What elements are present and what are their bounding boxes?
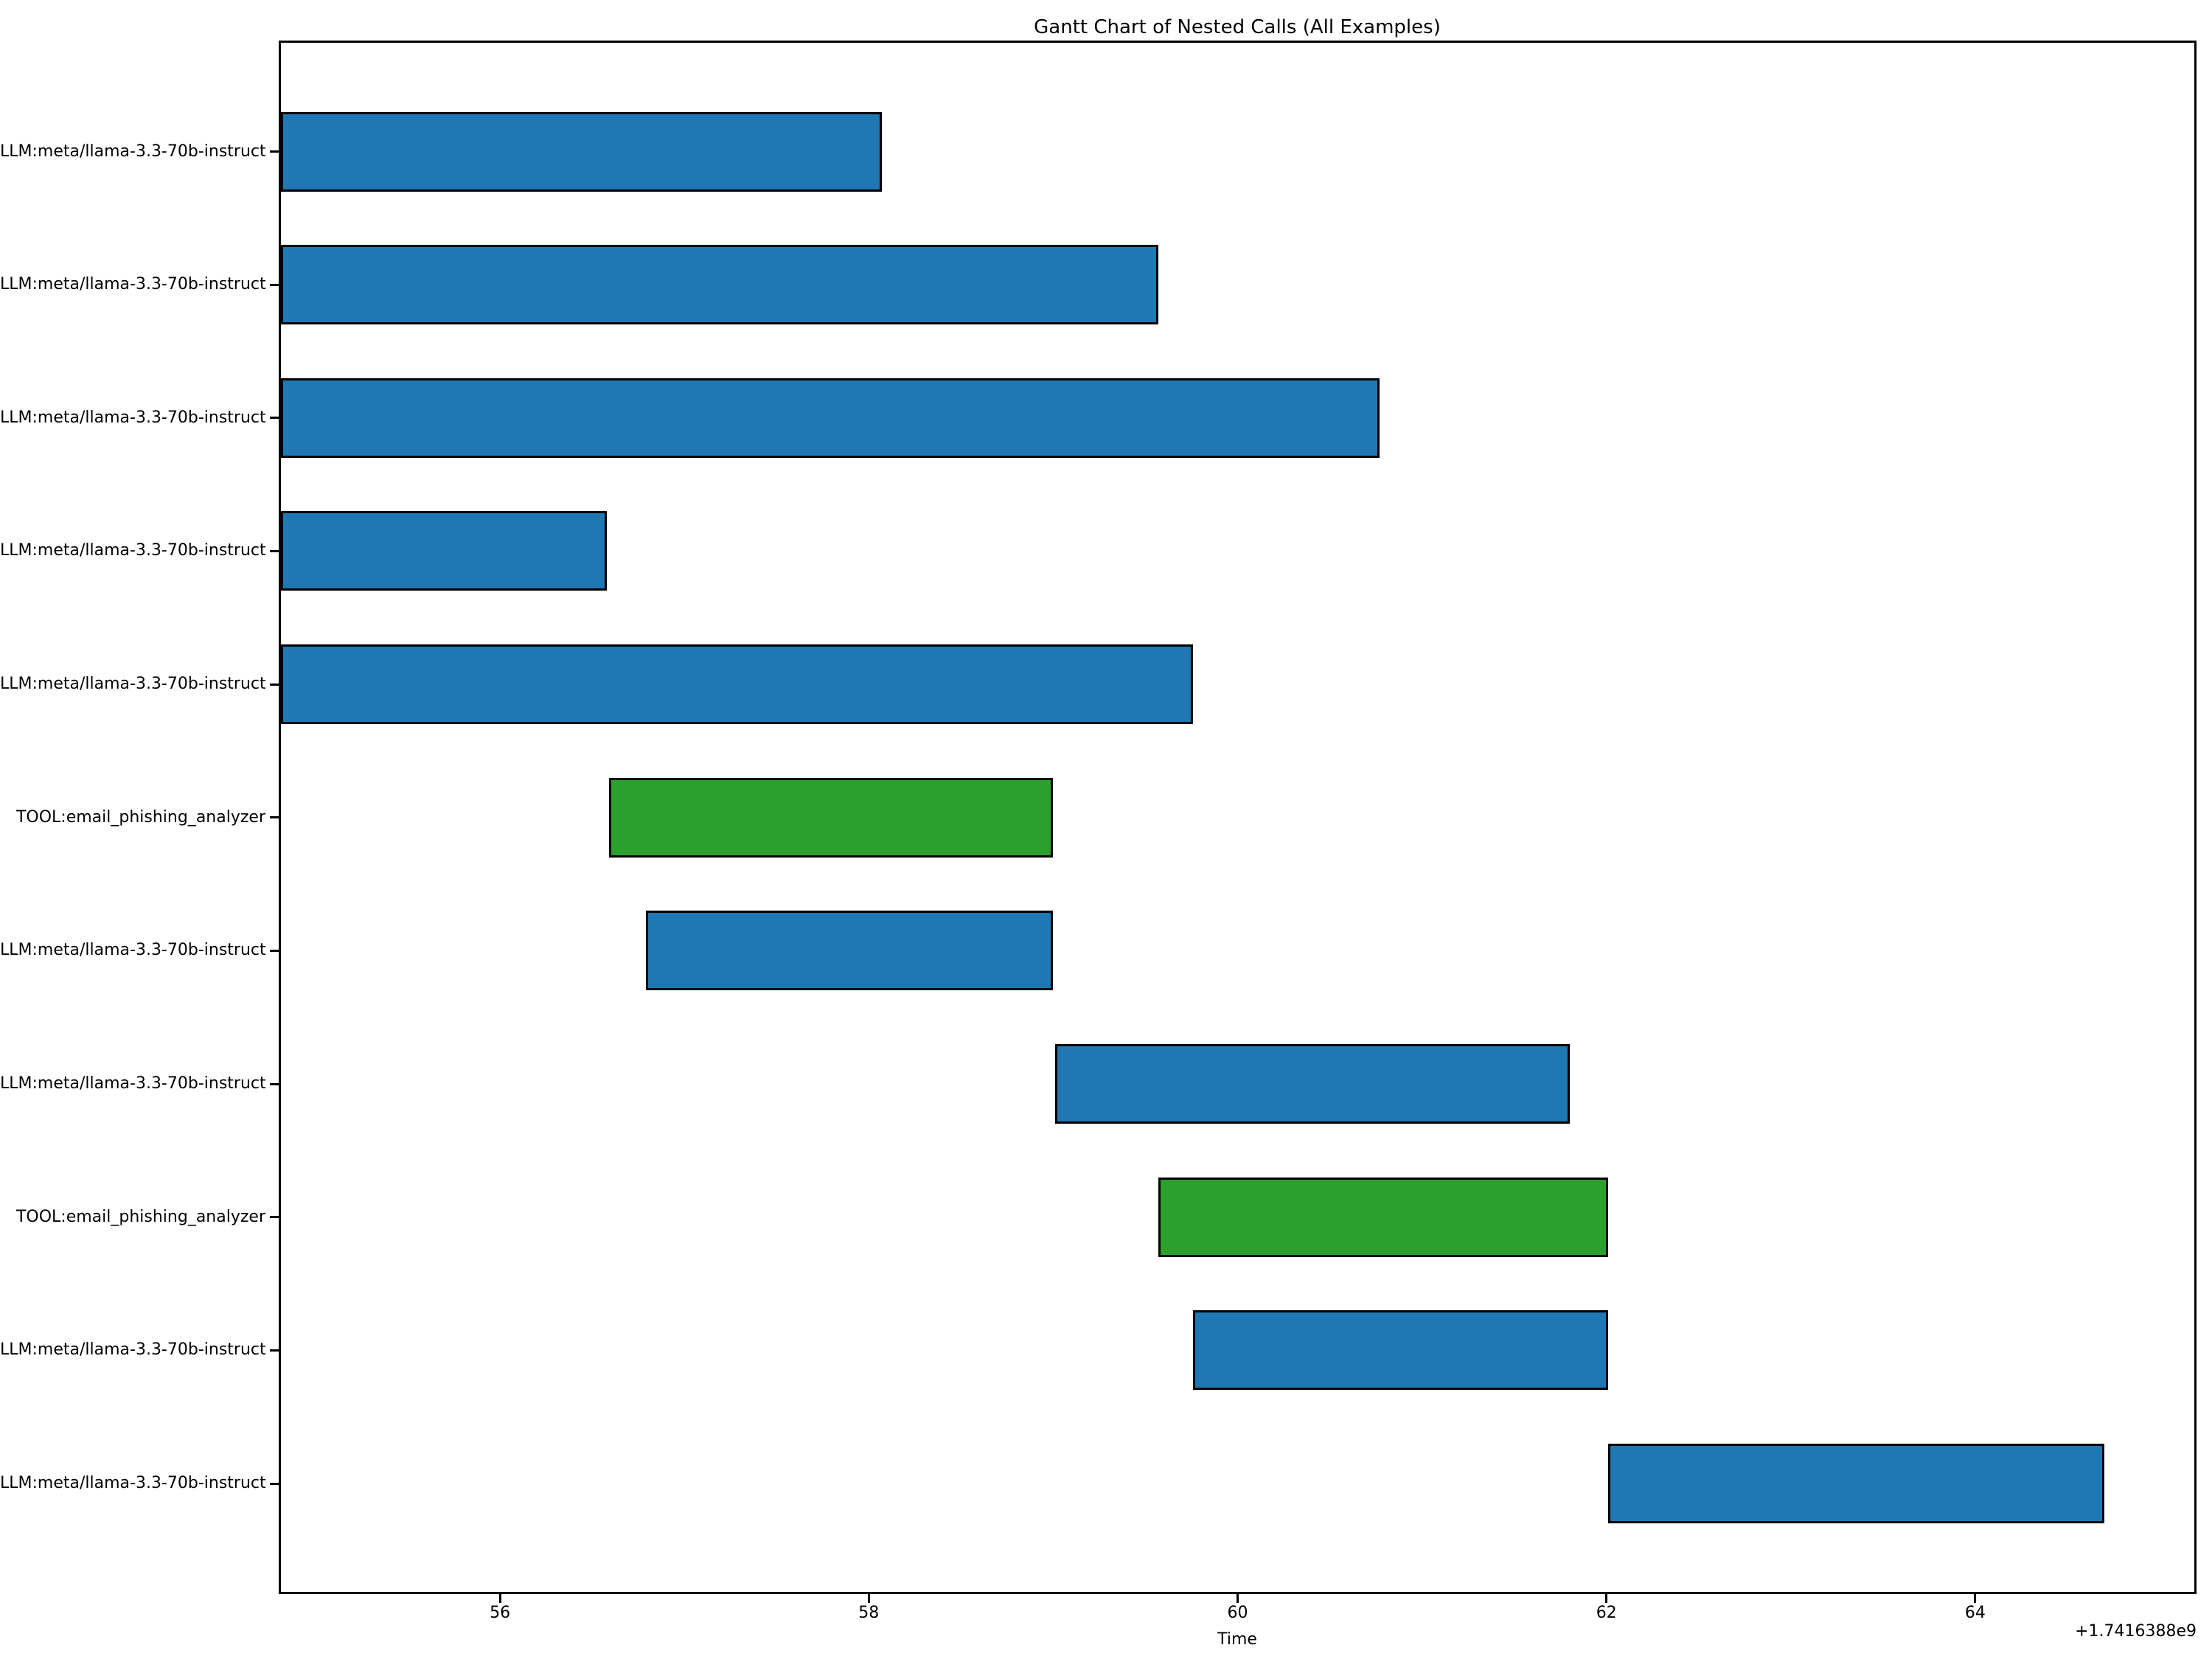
y-axis-label: LLM:meta/llama-3.3-70b-instruct	[0, 408, 266, 427]
y-tick-mark	[270, 150, 279, 153]
y-tick-mark	[270, 417, 279, 420]
y-axis-label: LLM:meta/llama-3.3-70b-instruct	[0, 941, 266, 960]
chart-title: Gantt Chart of Nested Calls (All Example…	[1034, 16, 1441, 38]
x-tick-label: 60	[1227, 1604, 1248, 1622]
x-tick-label: 64	[1964, 1604, 1986, 1622]
x-tick-mark	[1237, 1594, 1239, 1603]
y-axis-label: LLM:meta/llama-3.3-70b-instruct	[0, 1474, 266, 1492]
y-tick-mark	[270, 1082, 279, 1085]
plot-area	[279, 41, 2197, 1594]
x-axis-offset-label: +1.7416388e9	[2075, 1622, 2197, 1641]
y-tick-mark	[270, 816, 279, 819]
x-tick-mark	[498, 1594, 501, 1603]
y-axis-label: LLM:meta/llama-3.3-70b-instruct	[0, 1074, 266, 1093]
y-tick-mark	[270, 283, 279, 286]
y-axis-label: LLM:meta/llama-3.3-70b-instruct	[0, 541, 266, 560]
y-axis-label: TOOL:email_phishing_analyzer	[15, 807, 265, 827]
x-tick-label: 56	[490, 1604, 511, 1622]
y-tick-mark	[270, 1216, 279, 1219]
y-axis-label: LLM:meta/llama-3.3-70b-instruct	[0, 675, 266, 694]
x-tick-label: 62	[1596, 1604, 1617, 1622]
y-tick-mark	[270, 949, 279, 952]
x-axis-label: Time	[1217, 1630, 1257, 1649]
x-tick-mark	[867, 1594, 870, 1603]
x-tick-label: 58	[858, 1604, 880, 1622]
y-tick-mark	[270, 683, 279, 686]
y-tick-mark	[270, 549, 279, 552]
y-tick-mark	[270, 1349, 279, 1352]
x-tick-mark	[1974, 1594, 1977, 1603]
y-axis-label: LLM:meta/llama-3.3-70b-instruct	[0, 142, 266, 161]
y-axis-label: TOOL:email_phishing_analyzer	[15, 1207, 265, 1226]
y-tick-mark	[270, 1482, 279, 1485]
y-axis-label: LLM:meta/llama-3.3-70b-instruct	[0, 1340, 266, 1360]
y-axis-label: LLM:meta/llama-3.3-70b-instruct	[0, 275, 266, 294]
x-tick-mark	[1605, 1594, 1608, 1603]
